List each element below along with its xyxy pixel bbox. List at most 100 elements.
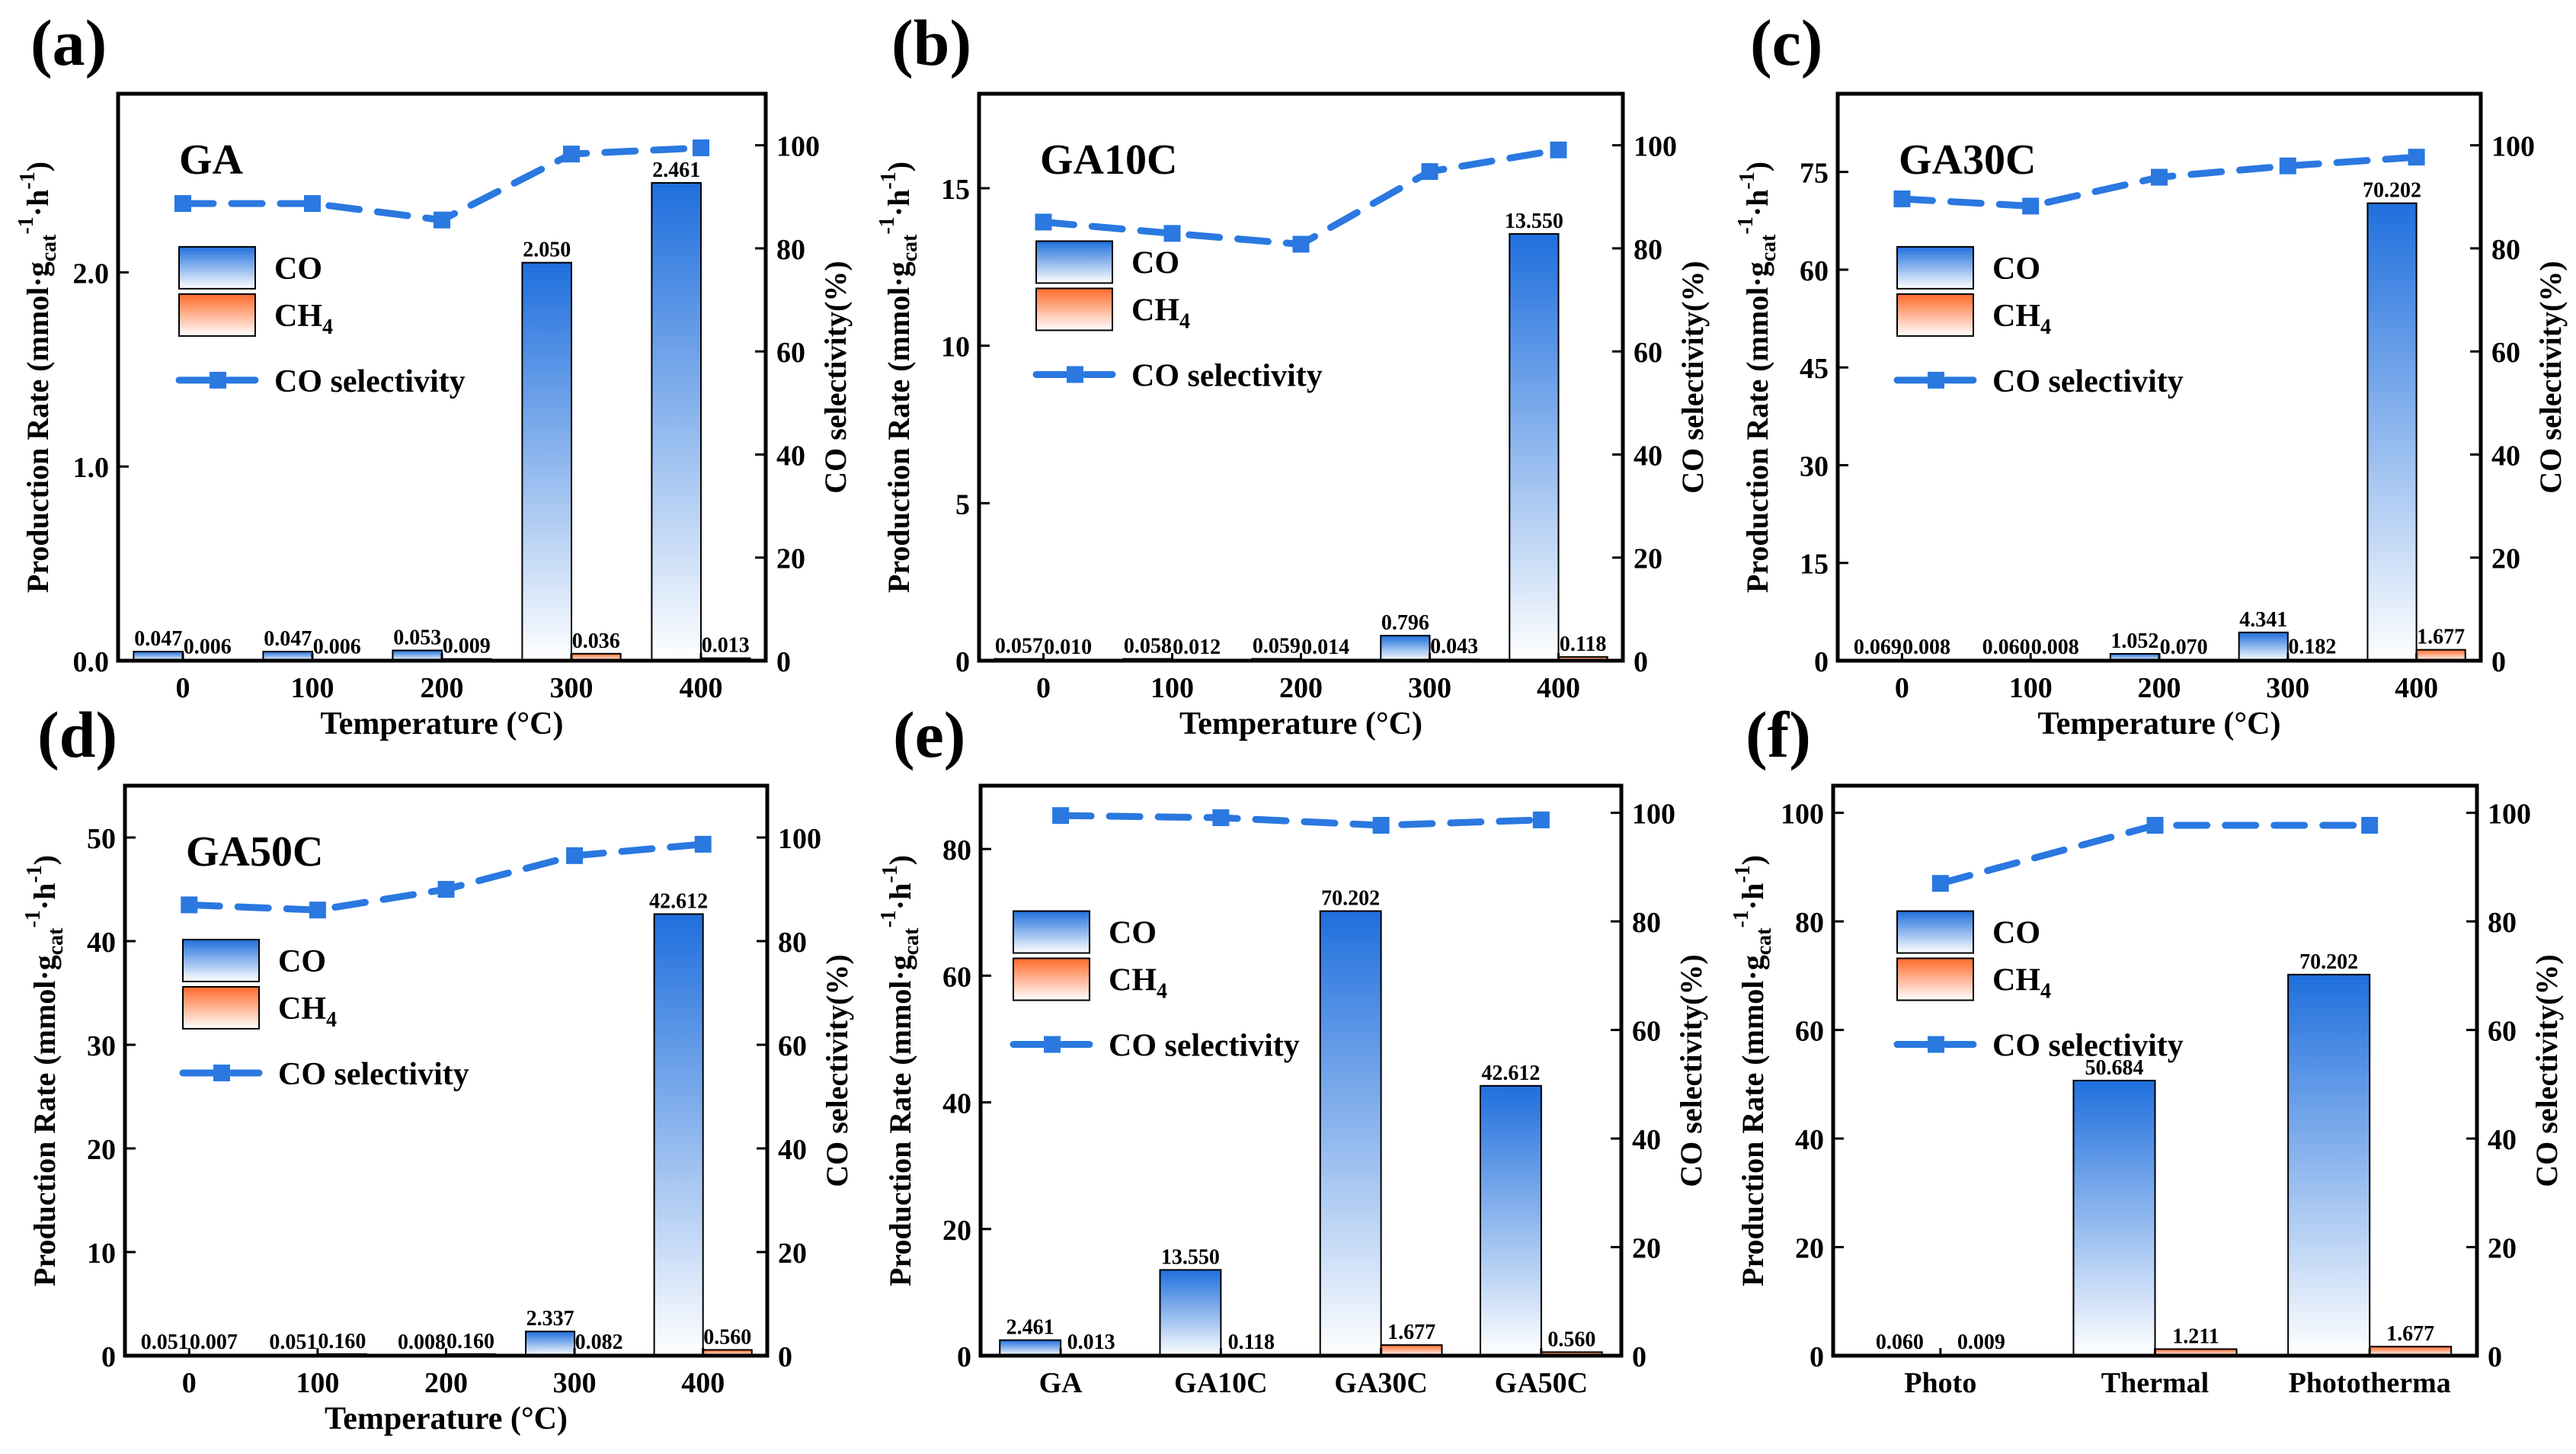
legend: CO CH4 CO selectivity — [1010, 910, 1300, 1064]
y2-tick-label: 20 — [778, 1238, 807, 1270]
legend-ch4-sub: 4 — [1157, 980, 1167, 1004]
panel-letter: (b) — [891, 6, 971, 79]
y-label-sub: cat — [1752, 927, 1776, 955]
data-label-co: 2.050 — [523, 239, 571, 262]
y-tick-label: 5 — [955, 488, 970, 520]
x-axis-label: Temperature (°C) — [325, 1401, 568, 1436]
data-label-co: 0.008 — [398, 1331, 446, 1354]
data-label-co: 0.069 — [1854, 636, 1902, 659]
legend-swatch-co — [1013, 910, 1090, 954]
y-label-sup: -1 — [877, 910, 901, 927]
data-label-co: 0.058 — [1124, 635, 1172, 658]
selectivity-marker — [2408, 149, 2425, 166]
x-tick-label: 200 — [1279, 672, 1323, 704]
data-label-ch4: 0.010 — [1044, 636, 1092, 659]
legend-label-ch4: CH4 — [278, 991, 337, 1032]
chart-panel-6: (f) 0.060 0.009 Photo 50.684 1.211 Thermal 70.2… — [1730, 698, 2564, 1399]
y-tick-label: 0 — [1810, 1341, 1824, 1373]
x-tick-label: 300 — [553, 1367, 597, 1399]
panel-letter: (e) — [893, 698, 965, 771]
x-tick-label: GA — [1039, 1367, 1083, 1399]
bar-co — [1509, 232, 1560, 661]
y2-tick-label: 0 — [776, 646, 791, 678]
selectivity-marker — [181, 896, 198, 914]
legend-label-ch4: CH4 — [1109, 963, 1167, 1004]
data-label-ch4: 0.014 — [1301, 636, 1349, 659]
bar-co — [999, 1339, 1062, 1357]
x-tick-label: 300 — [1408, 672, 1451, 704]
x-tick-label: GA10C — [1174, 1367, 1267, 1399]
panel-title: GA30C — [1899, 136, 2036, 184]
selectivity-marker — [694, 835, 712, 853]
data-label-ch4: 0.006 — [313, 635, 361, 658]
data-label-co: 1.052 — [2110, 629, 2158, 653]
y-tick-label: 10 — [941, 331, 970, 364]
bar-co — [2238, 631, 2289, 661]
legend-label-co: CO — [1109, 916, 1157, 951]
y-tick-label: 0 — [957, 1341, 971, 1373]
legend-label-selectivity: CO selectivity — [1109, 1029, 1300, 1064]
data-label-co: 42.612 — [649, 889, 708, 913]
y-label-sup: -1 — [1734, 216, 1758, 234]
y-tick-label: 15 — [941, 174, 970, 206]
y2-tick-label: 60 — [1634, 337, 1662, 369]
panel-title: GA50C — [186, 828, 323, 876]
y-label-main: Production Rate (mmol·g — [883, 955, 917, 1286]
x-tick-label: 300 — [2266, 672, 2309, 704]
data-label-ch4: 0.008 — [1902, 636, 1950, 659]
y2-axis-label: CO selectivity(%) — [1675, 261, 1710, 493]
y-label-sup: -1 — [14, 216, 38, 234]
x-tick-label: GA30C — [1334, 1367, 1427, 1399]
data-label-ch4: 0.007 — [190, 1331, 238, 1354]
legend-ch4-sub: 4 — [1179, 309, 1190, 333]
selectivity-marker — [1212, 809, 1230, 827]
x-tick-label: 0 — [176, 672, 190, 704]
plot-frame — [1835, 91, 2483, 663]
data-label-ch4: 1.677 — [2417, 626, 2465, 649]
x-axis-label: Temperature (°C) — [2038, 706, 2281, 741]
data-label-ch4: 0.560 — [1547, 1327, 1595, 1351]
legend-swatch-ch4 — [1035, 287, 1113, 331]
legend-swatch-ch4 — [1013, 957, 1090, 1001]
x-tick-label: 200 — [421, 672, 464, 704]
y-label-sub: cat — [44, 927, 68, 955]
y-tick-label: 40 — [942, 1088, 971, 1120]
data-label-ch4: 0.118 — [1560, 633, 1606, 656]
y-axis-label: Production Rate (mmol·gcat-1·h-1) — [877, 855, 923, 1286]
selectivity-line — [1937, 821, 2373, 887]
y2-axis-label: CO selectivity(%) — [1674, 954, 1708, 1187]
selectivity-marker — [309, 902, 326, 919]
y2-axis-label: CO selectivity(%) — [820, 954, 854, 1187]
legend-swatch-co — [1896, 245, 1974, 290]
selectivity-marker — [2151, 168, 2168, 186]
x-tick-label: Photo — [1904, 1367, 1976, 1399]
legend-label-ch4: CH4 — [274, 299, 333, 339]
x-tick-label: 400 — [2395, 672, 2438, 704]
legend: CO CH4 CO selectivity — [1893, 910, 2184, 1064]
data-label-ch4: 0.118 — [1228, 1331, 1275, 1354]
selectivity-marker — [437, 881, 455, 898]
legend-label-ch4: CH4 — [1131, 293, 1190, 333]
legend-label-selectivity: CO selectivity — [1131, 358, 1323, 393]
data-label-co: 0.051 — [269, 1331, 317, 1354]
bar-co — [2366, 202, 2418, 661]
data-label-co: 0.053 — [393, 626, 441, 649]
selectivity-marker — [1550, 141, 1567, 159]
legend-label-co: CO — [1131, 245, 1179, 280]
legend-marker-selectivity — [213, 1064, 230, 1081]
y2-tick-label: 60 — [778, 1030, 807, 1062]
x-tick-label: 400 — [1537, 672, 1580, 704]
legend-label-ch4: CH4 — [1992, 299, 2051, 339]
x-tick-label: 400 — [681, 1367, 725, 1399]
y2-axis-label: CO selectivity(%) — [2530, 954, 2564, 1187]
y-label-mid: ·h — [21, 190, 55, 217]
data-label-co: 70.202 — [2299, 950, 2358, 974]
x-tick-label: 0 — [182, 1367, 197, 1399]
y-label-sup: -1 — [875, 216, 899, 234]
selectivity-marker — [304, 195, 321, 213]
data-label-co: 50.684 — [2085, 1056, 2143, 1080]
data-label-co: 0.051 — [141, 1331, 189, 1354]
data-label-ch4: 0.043 — [1430, 635, 1478, 658]
